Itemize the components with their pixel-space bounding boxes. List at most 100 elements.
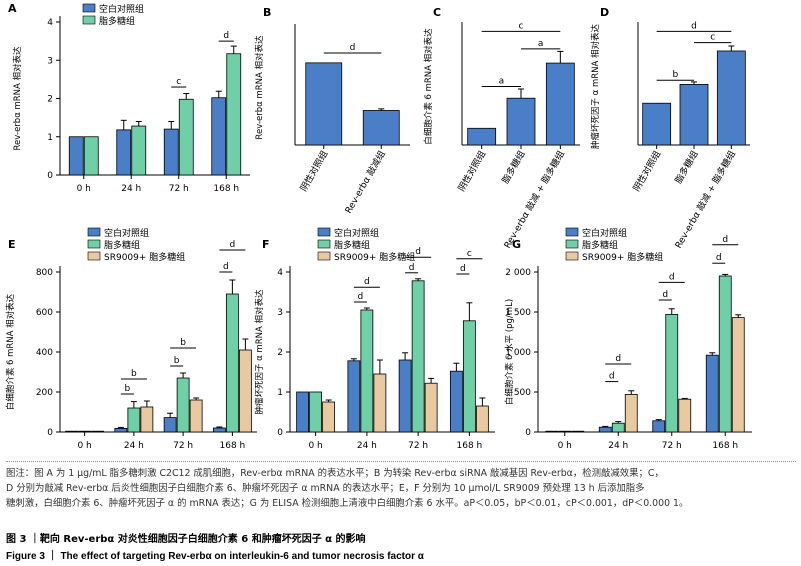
bar-F-s0-3 <box>449 370 463 433</box>
y-tick-label-E-0: 0 <box>47 428 53 438</box>
bar-E-s0-2 <box>163 417 177 433</box>
legend-swatch-A-1 <box>82 15 96 25</box>
legend-swatch-F-1 <box>317 239 331 249</box>
bar-A-s0-1 <box>116 129 132 176</box>
significance-label-G-2: d <box>669 272 675 282</box>
y-tick-label-A-0: 0 <box>47 171 53 181</box>
x-category-label-F-0: 0 h <box>308 441 322 451</box>
y-axis-label-E: 白细胞介素 6 mRNA 相对表达 <box>5 293 16 410</box>
bar-F-s1-1 <box>360 309 374 433</box>
bar-G-s1-0 <box>558 430 572 433</box>
x-category-label-G-2: 72 h <box>662 441 682 451</box>
significance-label-E-0: b <box>131 369 137 379</box>
legend-swatch-G-0 <box>565 227 579 237</box>
panel-label-B: B <box>263 6 271 19</box>
y-tick-label-A-4: 4 <box>47 18 53 28</box>
legend-label-G-1: 脂多糖组 <box>582 239 618 251</box>
significance-label-F-0: d <box>364 277 370 287</box>
bar-G-s1-3 <box>718 275 732 433</box>
x-category-label-B-0: 阴性对照组 <box>297 149 330 194</box>
panel-label-A: A <box>8 2 17 15</box>
bar-G-s0-1 <box>598 426 612 433</box>
significance-label-D-1: c <box>710 33 715 43</box>
bar-E-s2-3 <box>238 349 252 433</box>
y-tick-label-G-4: 2 000 <box>505 268 531 278</box>
y-tick-label-A-2: 2 <box>47 95 53 105</box>
bar-E-s0-3 <box>212 427 226 433</box>
bar-E-s2-0 <box>91 430 105 433</box>
bar-G-s1-1 <box>611 422 625 433</box>
significance-label-C-2: c <box>519 21 524 31</box>
legend-label-E-2: SR9009+ 脂多糖组 <box>104 251 185 263</box>
significance-label-F-4: c <box>467 249 472 259</box>
legend-label-F-2: SR9009+ 脂多糖组 <box>334 251 415 263</box>
y-tick-label-G-1: 500 <box>514 388 531 398</box>
y-tick-label-A-3: 3 <box>47 56 53 66</box>
x-category-label-F-3: 168 h <box>457 441 483 451</box>
y-tick-label-F-4: 4 <box>277 268 283 278</box>
y-tick-label-E-3: 600 <box>36 308 53 318</box>
bar-C-s0-0 <box>467 127 497 146</box>
y-tick-label-A-1: 1 <box>47 133 53 143</box>
bar-F-s0-2 <box>398 359 412 433</box>
legend-label-A-0: 空白对照组 <box>99 3 144 15</box>
legend-swatch-F-2 <box>317 251 331 261</box>
x-category-label-E-0: 0 h <box>77 441 91 451</box>
significance-label-A-0: c <box>176 77 181 87</box>
bar-G-s2-0 <box>571 430 585 433</box>
x-category-label-E-3: 168 h <box>220 441 246 451</box>
x-category-label-D-0: 阴性对照组 <box>630 149 663 194</box>
panel-label-G: G <box>512 238 521 251</box>
x-category-label-D-1: 脂多糖组 <box>672 149 700 186</box>
bar-G-s0-0 <box>545 430 559 433</box>
legend-swatch-A-0 <box>82 3 96 13</box>
y-tick-label-E-1: 200 <box>36 388 53 398</box>
significance-label-A-1: d <box>223 31 229 41</box>
legend-swatch-F-0 <box>317 227 331 237</box>
bar-E-s0-0 <box>65 430 79 433</box>
legend-label-A-1: 脂多糖组 <box>99 15 135 27</box>
bar-B-s0-0 <box>305 62 343 146</box>
bar-A-s1-0 <box>83 136 99 176</box>
panel-label-D: D <box>600 6 609 19</box>
bar-E-s1-3 <box>225 293 239 433</box>
significance-label-E-3: b <box>174 356 180 366</box>
bar-A-s0-2 <box>163 128 179 176</box>
significance-label-F-2: d <box>415 247 421 257</box>
bar-C-s0-2 <box>545 62 575 146</box>
x-category-label-A-2: 72 h <box>169 184 189 194</box>
bar-E-s2-2 <box>189 399 203 433</box>
legend-label-G-0: 空白对照组 <box>582 227 627 239</box>
figure-note-line-1: 图注：图 A 为 1 μg/mL 脂多糖刺激 C2C12 成肌细胞，Rev-er… <box>6 468 664 479</box>
significance-label-G-4: d <box>722 235 728 245</box>
significance-label-E-4: d <box>230 240 236 250</box>
x-category-label-E-2: 72 h <box>173 441 193 451</box>
significance-label-E-5: d <box>223 262 229 272</box>
bar-F-s1-2 <box>411 280 425 433</box>
significance-label-F-1: d <box>358 292 364 302</box>
x-category-label-A-0: 0 h <box>77 184 91 194</box>
x-category-label-G-3: 168 h <box>712 441 738 451</box>
significance-label-F-5: d <box>460 264 466 274</box>
x-category-label-C-1: 脂多糖组 <box>499 149 527 186</box>
legend-swatch-E-0 <box>87 227 101 237</box>
y-axis-label-C: 白细胞介素 6 mRNA 相对表达 <box>423 28 434 145</box>
bar-F-s2-1 <box>373 373 387 433</box>
y-tick-label-G-0: 0 <box>525 428 531 438</box>
legend-swatch-E-1 <box>87 239 101 249</box>
bar-B-s0-1 <box>362 110 400 146</box>
bar-A-s1-2 <box>178 98 194 176</box>
bar-A-s1-1 <box>131 125 147 176</box>
legend-label-F-1: 脂多糖组 <box>334 239 370 251</box>
bar-D-s0-1 <box>679 84 709 146</box>
y-axis-label-A: Rev-erbα mRNA 相对表达 <box>12 46 23 151</box>
figure-canvas: A 0 1 2 3 4 Rev-erbα mRNA 相对表达 0 h 24 h 72 h 168 h… <box>5 2 752 451</box>
significance-label-D-2: d <box>691 21 697 31</box>
note-separator <box>6 461 796 462</box>
significance-label-E-1: b <box>125 384 131 394</box>
significance-label-F-3: d <box>409 263 415 273</box>
x-category-label-A-3: 168 h <box>213 184 239 194</box>
bar-F-s2-0 <box>322 401 336 433</box>
legend-label-F-0: 空白对照组 <box>334 227 379 239</box>
panel-label-E: E <box>8 238 16 251</box>
